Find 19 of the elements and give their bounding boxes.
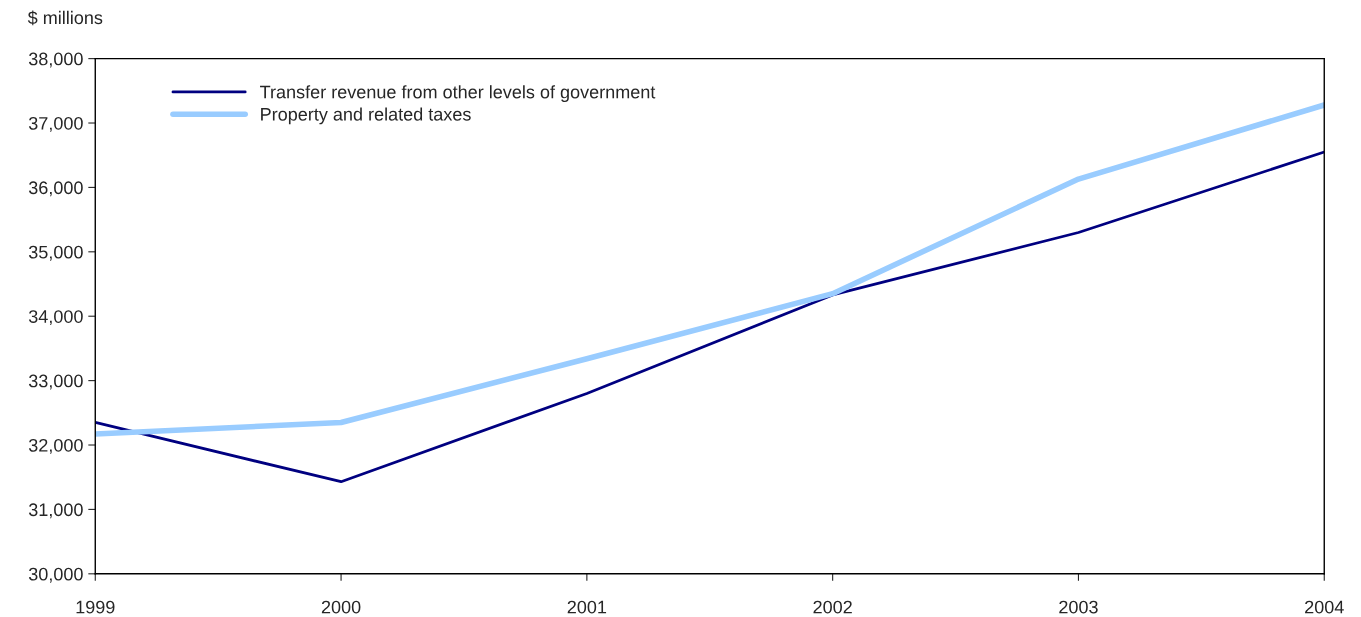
y-tick-label: 34,000 bbox=[28, 310, 83, 326]
y-tick-label: 36,000 bbox=[28, 181, 83, 197]
x-tick-label: 2000 bbox=[321, 600, 361, 614]
y-tick-label: 31,000 bbox=[28, 503, 83, 519]
y-tick-label: 37,000 bbox=[28, 116, 83, 132]
x-tick-label: 1999 bbox=[76, 600, 115, 614]
y-axis-title: $ millions bbox=[27, 10, 103, 26]
y-tick-label: 30,000 bbox=[28, 567, 83, 583]
y-tick-label: 32,000 bbox=[28, 438, 83, 454]
y-tick-label: 38,000 bbox=[28, 52, 83, 68]
x-tick-label: 2002 bbox=[813, 600, 852, 614]
x-tick-label: 2001 bbox=[567, 600, 607, 614]
y-tick-label: 35,000 bbox=[28, 245, 83, 261]
y-tick-label: 33,000 bbox=[28, 374, 83, 390]
line-series bbox=[95, 150, 1325, 484]
legend-label: Transfer revenue from other levels of government bbox=[260, 85, 656, 102]
x-tick-label: 2004 bbox=[1305, 600, 1344, 614]
x-tick-label: 2003 bbox=[1059, 600, 1098, 614]
legend-label: Property and related taxes bbox=[261, 107, 471, 125]
